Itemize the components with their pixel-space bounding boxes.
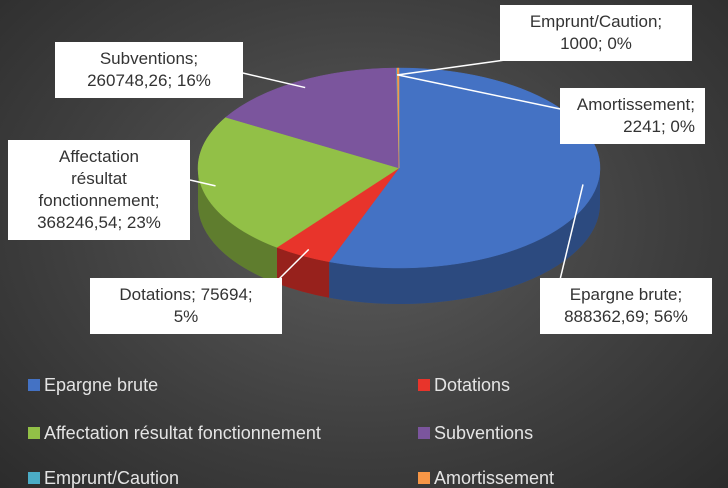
legend-item: Dotations (418, 375, 510, 396)
slice (197, 117, 400, 248)
legend-swatch (418, 379, 430, 391)
legend-item: Subventions (418, 423, 533, 444)
data-label: Dotations; 75694; 5% (90, 278, 282, 334)
legend-item: Amortissement (418, 468, 554, 488)
slice-shade (198, 168, 277, 284)
legend-label: Emprunt/Caution (44, 468, 180, 488)
slice-side (329, 168, 600, 305)
data-label: Subventions; 260748,26; 16% (55, 42, 243, 98)
slice (328, 67, 601, 269)
slice (225, 67, 400, 169)
slice (396, 67, 400, 169)
legend-swatch (28, 379, 40, 391)
legend-swatch (28, 427, 40, 439)
legend-label: Dotations (434, 375, 511, 395)
legend-item: Epargne brute (28, 375, 158, 396)
legend-swatch (418, 427, 430, 439)
slice-side (276, 247, 330, 298)
data-label: Affectation résultat fonctionnement; 368… (8, 140, 190, 240)
legend-label: Epargne brute (44, 375, 159, 395)
slice-shade (329, 168, 600, 305)
data-label: Amortissement; 2241; 0% (560, 88, 705, 144)
slice-side (198, 168, 277, 284)
legend-swatch (28, 472, 40, 484)
legend-label: Amortissement (434, 468, 555, 488)
leader-line (398, 74, 566, 111)
data-label: Epargne brute; 888362,69; 56% (540, 278, 712, 334)
legend-swatch (418, 472, 430, 484)
leader-line (189, 179, 216, 187)
leader-line (396, 59, 506, 76)
legend-label: Subventions (434, 423, 534, 443)
legend-label: Affectation résultat fonctionnement (44, 423, 321, 443)
legend-item: Affectation résultat fonctionnement (28, 423, 321, 444)
slice-shade (276, 247, 330, 298)
leader-line (557, 184, 584, 289)
legend-item: Emprunt/Caution (28, 468, 179, 488)
data-label: Emprunt/Caution; 1000; 0% (500, 5, 692, 61)
